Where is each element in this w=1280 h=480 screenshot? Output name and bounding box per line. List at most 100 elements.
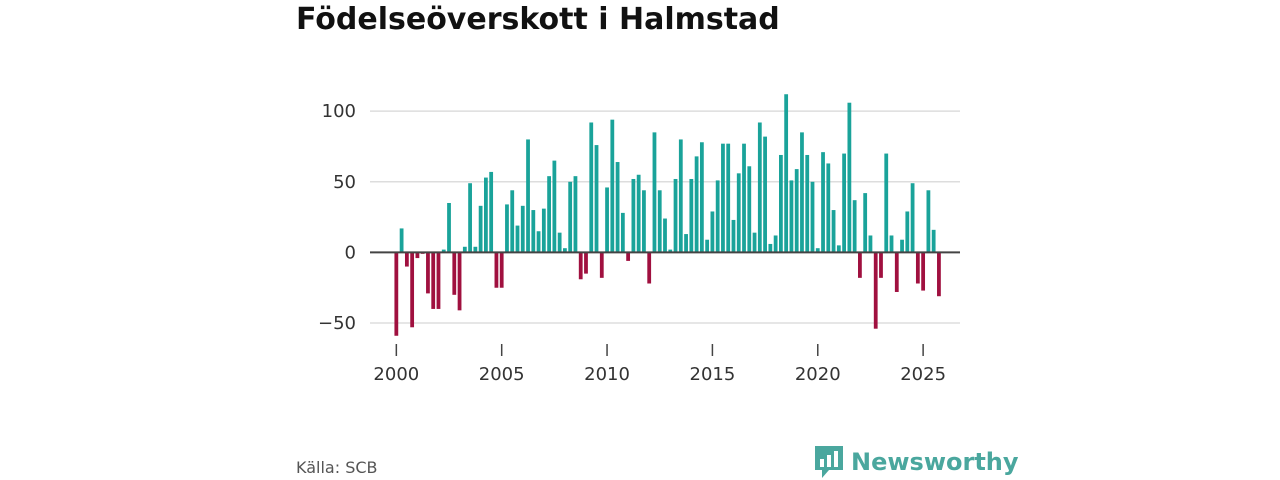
bar [868, 235, 873, 253]
bar [884, 153, 889, 253]
bar [647, 252, 652, 284]
bar [394, 252, 399, 336]
bar [489, 171, 494, 253]
bar [541, 208, 546, 253]
bar [836, 245, 841, 253]
bar [499, 252, 504, 288]
x-tick-label: 2005 [479, 364, 525, 385]
bar [926, 190, 931, 253]
bar [889, 235, 894, 253]
bar [642, 190, 646, 253]
bar [520, 205, 525, 253]
bar [763, 136, 767, 253]
bar [610, 119, 615, 253]
brand-name: Newsworthy [851, 448, 1019, 476]
bar [694, 156, 699, 253]
x-tick-label: 2010 [584, 364, 630, 385]
brand-logo: Newsworthy [815, 446, 1019, 478]
bar [473, 246, 478, 253]
bar [657, 190, 662, 253]
y-tick-label: 0 [345, 242, 356, 263]
bar [826, 163, 831, 253]
bar [921, 252, 926, 291]
bar [879, 252, 883, 278]
y-axis: 100 50 0 −50 [318, 101, 356, 334]
bar [784, 94, 789, 253]
bar [800, 132, 804, 253]
bar [858, 252, 862, 278]
x-axis: 2000 2005 2010 2015 2020 2025 [373, 344, 946, 385]
bar [821, 152, 825, 253]
bar [652, 132, 657, 253]
bar [752, 232, 757, 253]
bar [831, 210, 836, 253]
bar [668, 249, 673, 253]
bar [842, 153, 846, 253]
y-tick-label: 50 [333, 172, 356, 193]
bar [805, 154, 810, 253]
bar [773, 235, 778, 253]
bar [584, 252, 588, 274]
bars [394, 94, 941, 336]
bar [794, 169, 799, 253]
bar [905, 211, 910, 253]
x-tick-label: 2000 [373, 364, 419, 385]
bar [678, 139, 683, 253]
bar [863, 193, 868, 253]
bar [715, 180, 720, 253]
bar [605, 187, 609, 253]
bar [531, 210, 536, 253]
bar [510, 190, 515, 253]
bar-chart-badge-icon [815, 446, 843, 478]
bar [910, 183, 915, 253]
bar [494, 252, 499, 288]
bar [615, 162, 620, 253]
bar [768, 243, 773, 253]
bar [415, 252, 420, 259]
bar [631, 178, 636, 253]
bar [431, 252, 436, 309]
bar [636, 174, 641, 253]
bar [589, 122, 594, 253]
bar [594, 145, 599, 253]
bar [552, 160, 557, 253]
bar [404, 252, 409, 267]
bar [563, 248, 567, 253]
bar [436, 252, 441, 309]
bar [568, 181, 573, 253]
y-tick-label: −50 [318, 313, 356, 334]
bar [847, 102, 852, 253]
bar [399, 228, 404, 253]
bar [462, 246, 467, 253]
bar [747, 166, 752, 253]
source-note: Källa: SCB [296, 458, 378, 477]
bar [457, 252, 462, 311]
bar [815, 248, 820, 253]
bar [931, 229, 936, 253]
bar [684, 234, 688, 253]
bar [515, 225, 520, 253]
bar [894, 252, 899, 292]
bar [742, 143, 746, 253]
bar [757, 122, 762, 253]
bar [536, 231, 541, 253]
bar [673, 178, 678, 253]
bar [410, 252, 415, 328]
bar [937, 252, 941, 297]
bar [426, 252, 430, 294]
bar [689, 178, 694, 253]
chart-title: Födelseöverskott i Halmstad [296, 2, 780, 37]
bar [526, 139, 530, 253]
bar [505, 204, 509, 253]
bar [900, 239, 904, 253]
x-tick-label: 2020 [795, 364, 841, 385]
bar [699, 142, 704, 253]
bar [663, 218, 667, 253]
bar [736, 173, 741, 253]
bar [789, 180, 794, 253]
bar [468, 183, 472, 253]
bar [705, 239, 710, 253]
bar [447, 202, 451, 253]
bar [441, 249, 446, 253]
